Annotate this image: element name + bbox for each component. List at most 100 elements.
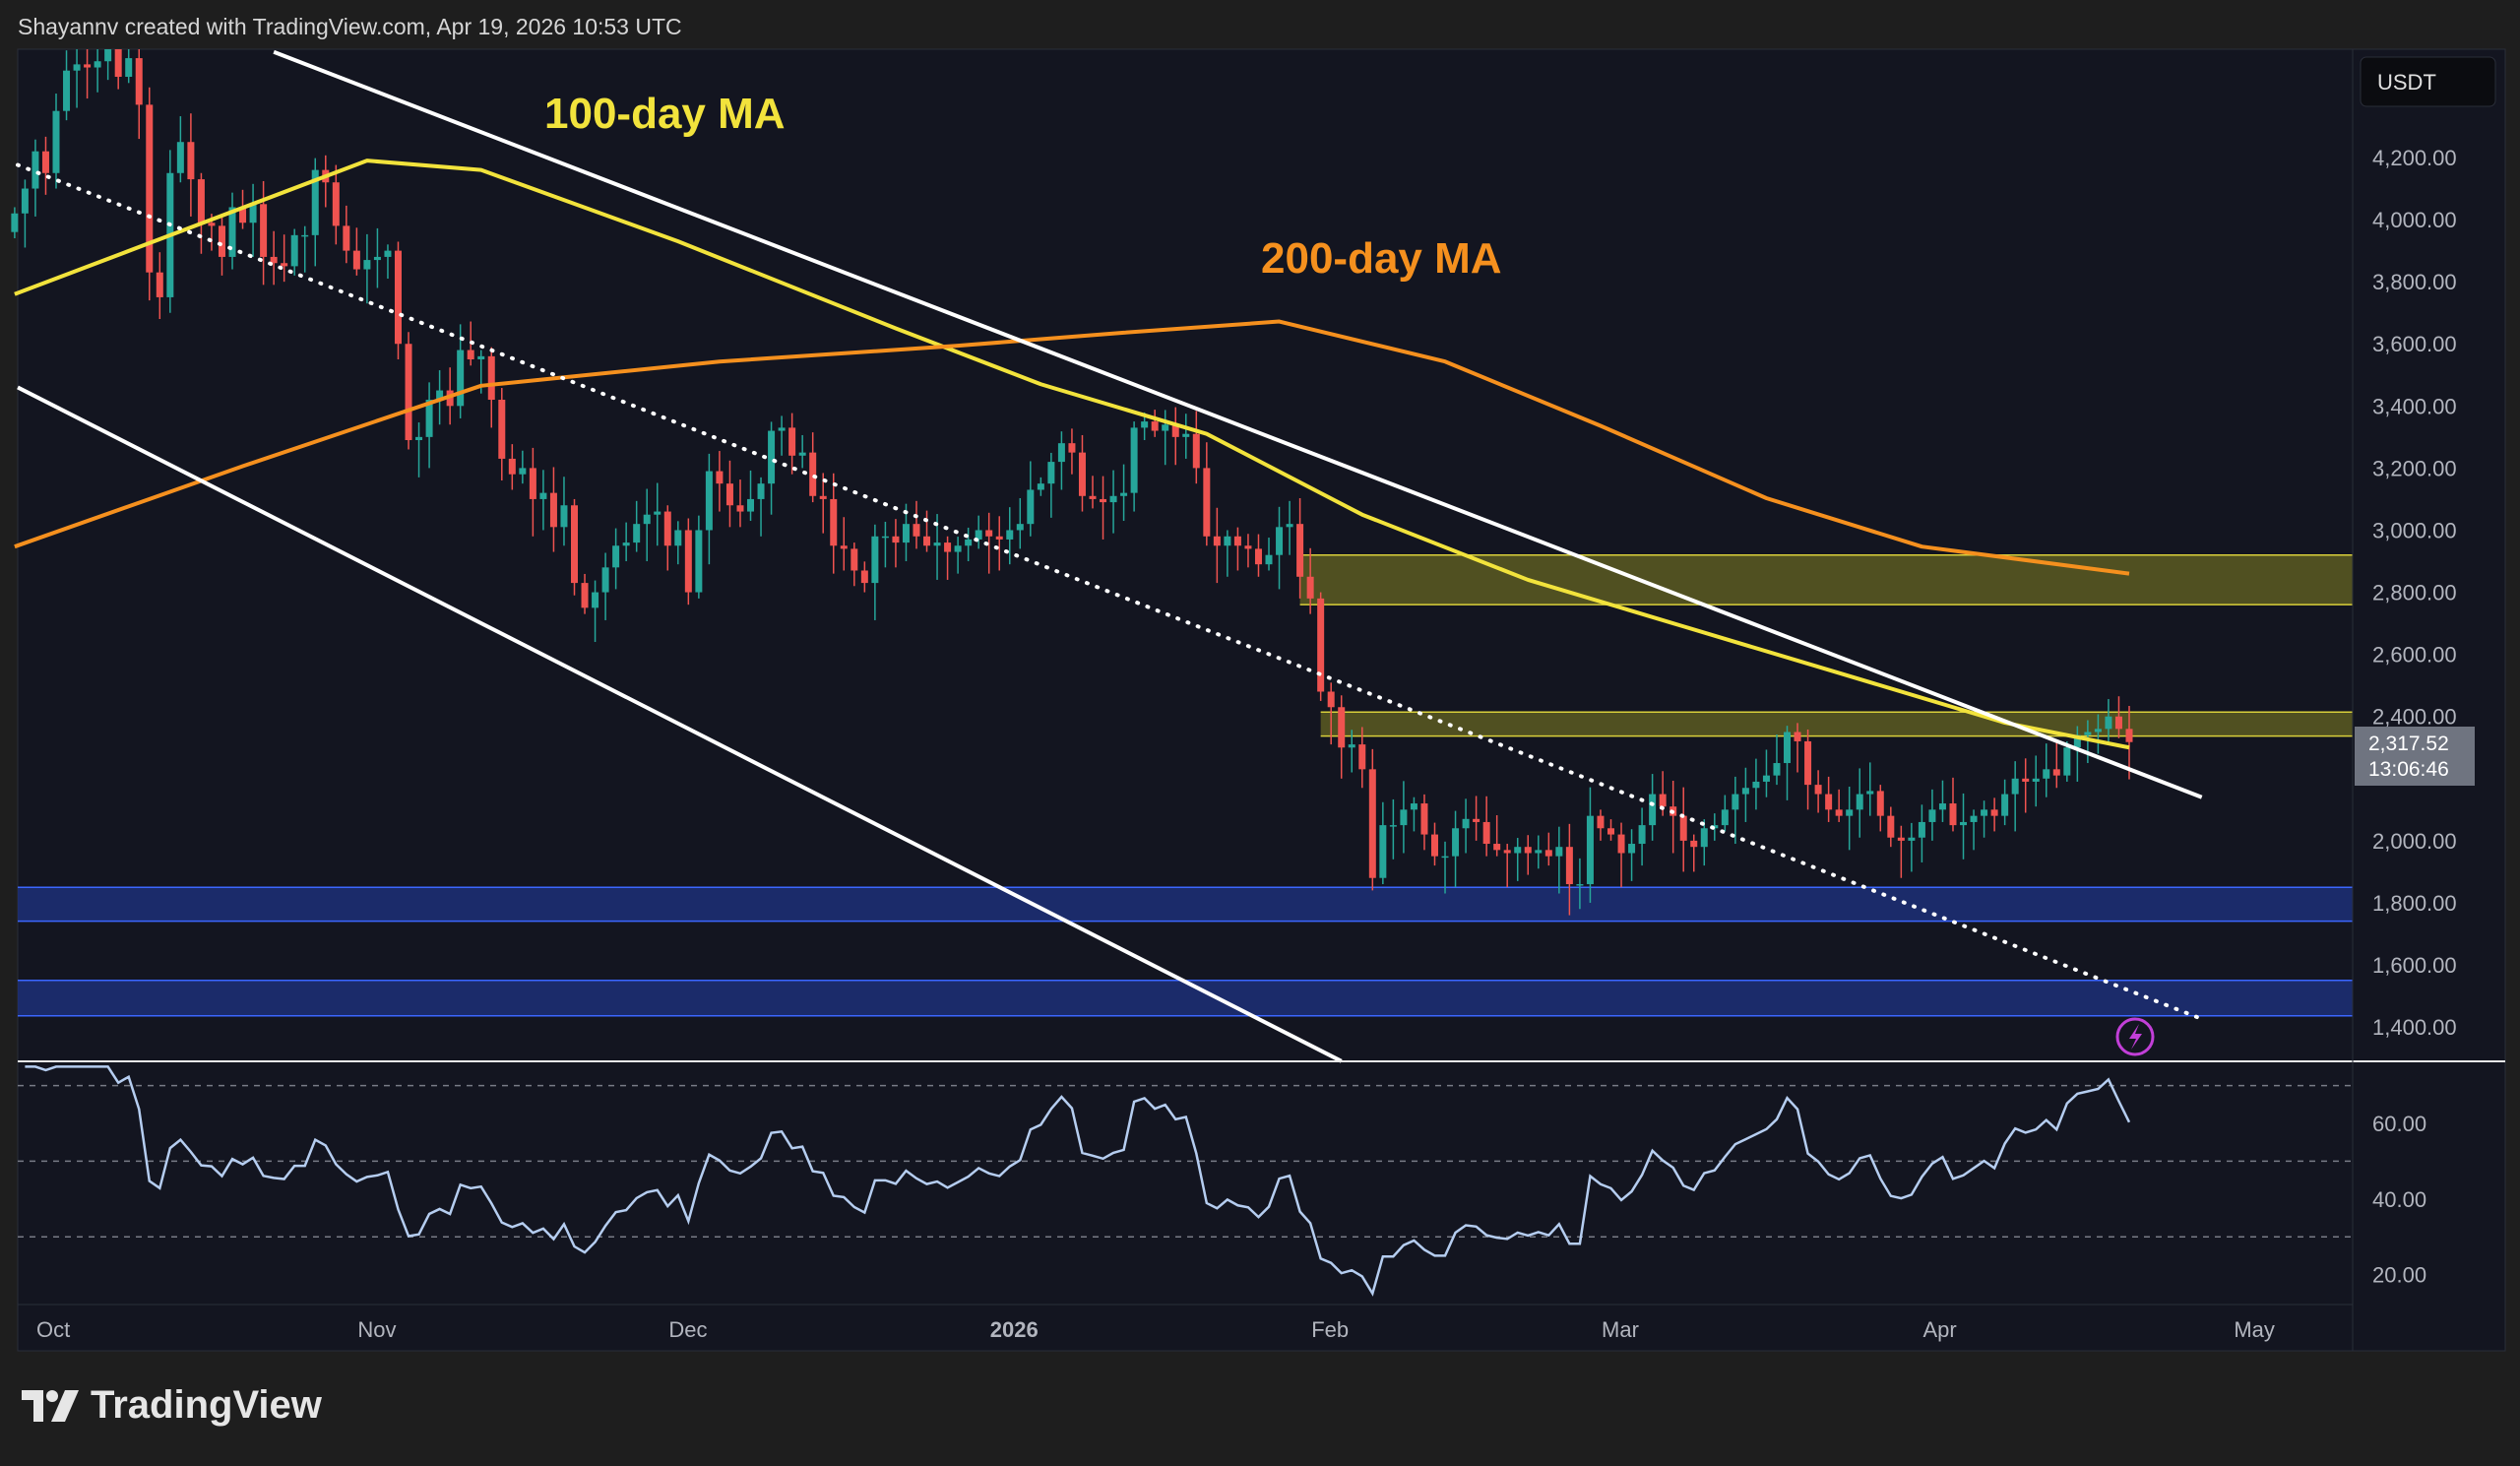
candle-body [239,207,247,223]
candle-body [146,104,154,273]
candle-body [1711,825,1719,829]
candle [1120,464,1128,522]
candle [1503,844,1511,888]
candle-body [508,458,516,475]
candle-body [1514,847,1522,854]
candle [1617,822,1625,888]
candle [1576,858,1584,910]
candle [674,521,682,565]
candle [1784,726,1792,800]
candle-body [1846,809,1854,816]
candle [1690,834,1698,872]
candle-body [1420,803,1428,835]
candle-body [1016,524,1024,531]
candle-body [1120,492,1128,496]
candle-body [1887,815,1895,838]
candle-body [405,344,412,441]
candle-body [1544,850,1552,857]
candle-body [176,142,184,173]
candle-body [1100,498,1107,503]
candle [270,230,278,286]
candle-body [1027,489,1035,525]
candle [21,179,29,248]
candle [1876,785,1884,832]
candle-body [228,207,236,257]
candle [1928,789,1936,841]
candle-body [1700,828,1708,848]
candle [1918,804,1925,862]
candle [425,382,433,469]
candle-body [1503,850,1511,854]
candle-body [1047,462,1055,484]
candle-body [1804,740,1812,786]
candle-body [663,511,671,546]
candle [529,447,536,537]
candle [332,164,340,245]
candle [850,542,858,587]
candle-body [135,58,143,105]
candle [41,136,49,195]
time-tick-label: May [2234,1317,2275,1342]
candle [63,50,71,121]
candle [571,498,578,596]
time-tick-label: Nov [357,1317,396,1342]
candle-body [1960,821,1968,826]
candle-body [311,169,319,235]
candle [663,505,671,571]
last-price: 2,317.52 [2368,733,2449,755]
candle [1037,477,1044,496]
candle-body [363,260,371,270]
candle [73,49,81,108]
candle [1327,682,1335,745]
lightning-icon[interactable] [2115,1017,2155,1056]
candle [1897,825,1905,878]
yellow-zone [1320,712,2353,736]
candle-body [871,536,879,584]
channel-lower-trendline[interactable] [17,385,1343,1063]
candle-body [1057,443,1065,463]
candle [705,453,713,565]
candle-body [1576,884,1584,886]
candle [176,116,184,183]
candle-body [197,179,205,223]
candle [1752,758,1760,810]
tradingview-logo[interactable]: TradingView [22,1383,322,1428]
candle [1628,829,1636,881]
candle [1047,452,1055,518]
candle [1296,497,1304,599]
bar-countdown: 13:06:46 [2368,758,2449,781]
candle-body [1866,791,1874,795]
candle [581,573,589,614]
candle-body [654,511,662,515]
candle [1151,410,1159,437]
candle [1410,797,1418,832]
channel-mid-trendline[interactable] [16,162,2204,1021]
candle [1773,734,1781,786]
price-tick-label: 1,600.00 [2372,953,2457,978]
candle [1162,410,1169,466]
candle [1441,841,1449,894]
channel-upper-trendline[interactable] [273,49,2203,799]
candle-body [954,545,962,552]
currency-button[interactable]: USDT [2360,56,2496,107]
candle-body [332,182,340,226]
ma100-annotation: 100-day MA [544,90,786,138]
candle [1068,428,1076,475]
candle-body [41,151,49,173]
last-price-tag: 2,317.52 13:06:46 [2355,727,2475,786]
candle [1908,822,1916,872]
candle [1192,411,1200,484]
candle-body [1649,794,1657,826]
candle-body [249,204,257,223]
candle-body [187,142,195,180]
candle-body [1970,815,1978,822]
candle [1514,838,1522,881]
time-tick-label: Oct [36,1317,70,1342]
time-tick-label: Apr [1922,1317,1956,1342]
candle-body [850,548,858,571]
candle-body [716,471,724,484]
candle-body [2063,747,2071,776]
candle-body [2052,769,2060,776]
candle-body [965,539,973,546]
